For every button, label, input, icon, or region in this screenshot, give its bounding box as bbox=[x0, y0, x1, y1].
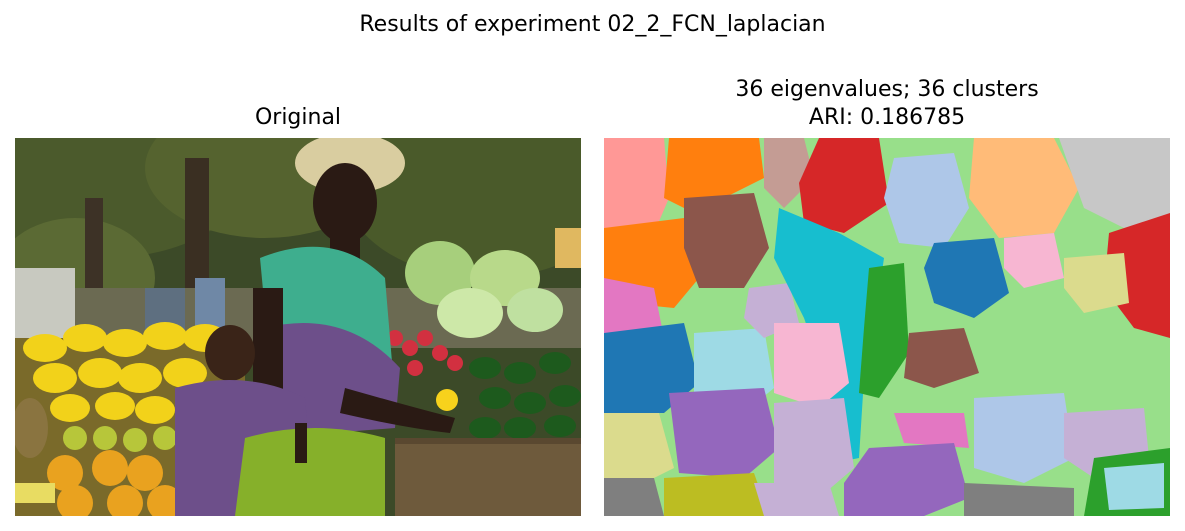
segmentation-image bbox=[604, 138, 1170, 516]
segmentation-title: 36 eigenvalues; 36 clusters ARI: 0.18678… bbox=[604, 76, 1170, 132]
original-image bbox=[15, 138, 581, 516]
original-title: Original bbox=[254, 105, 342, 130]
segmentation-title-line2: ARI: 0.186785 bbox=[808, 105, 966, 130]
figure-suptitle: Results of experiment 02_2_FCN_laplacian bbox=[359, 12, 826, 37]
segmentation-title-line1: 36 eigenvalues; 36 clusters bbox=[735, 77, 1039, 102]
